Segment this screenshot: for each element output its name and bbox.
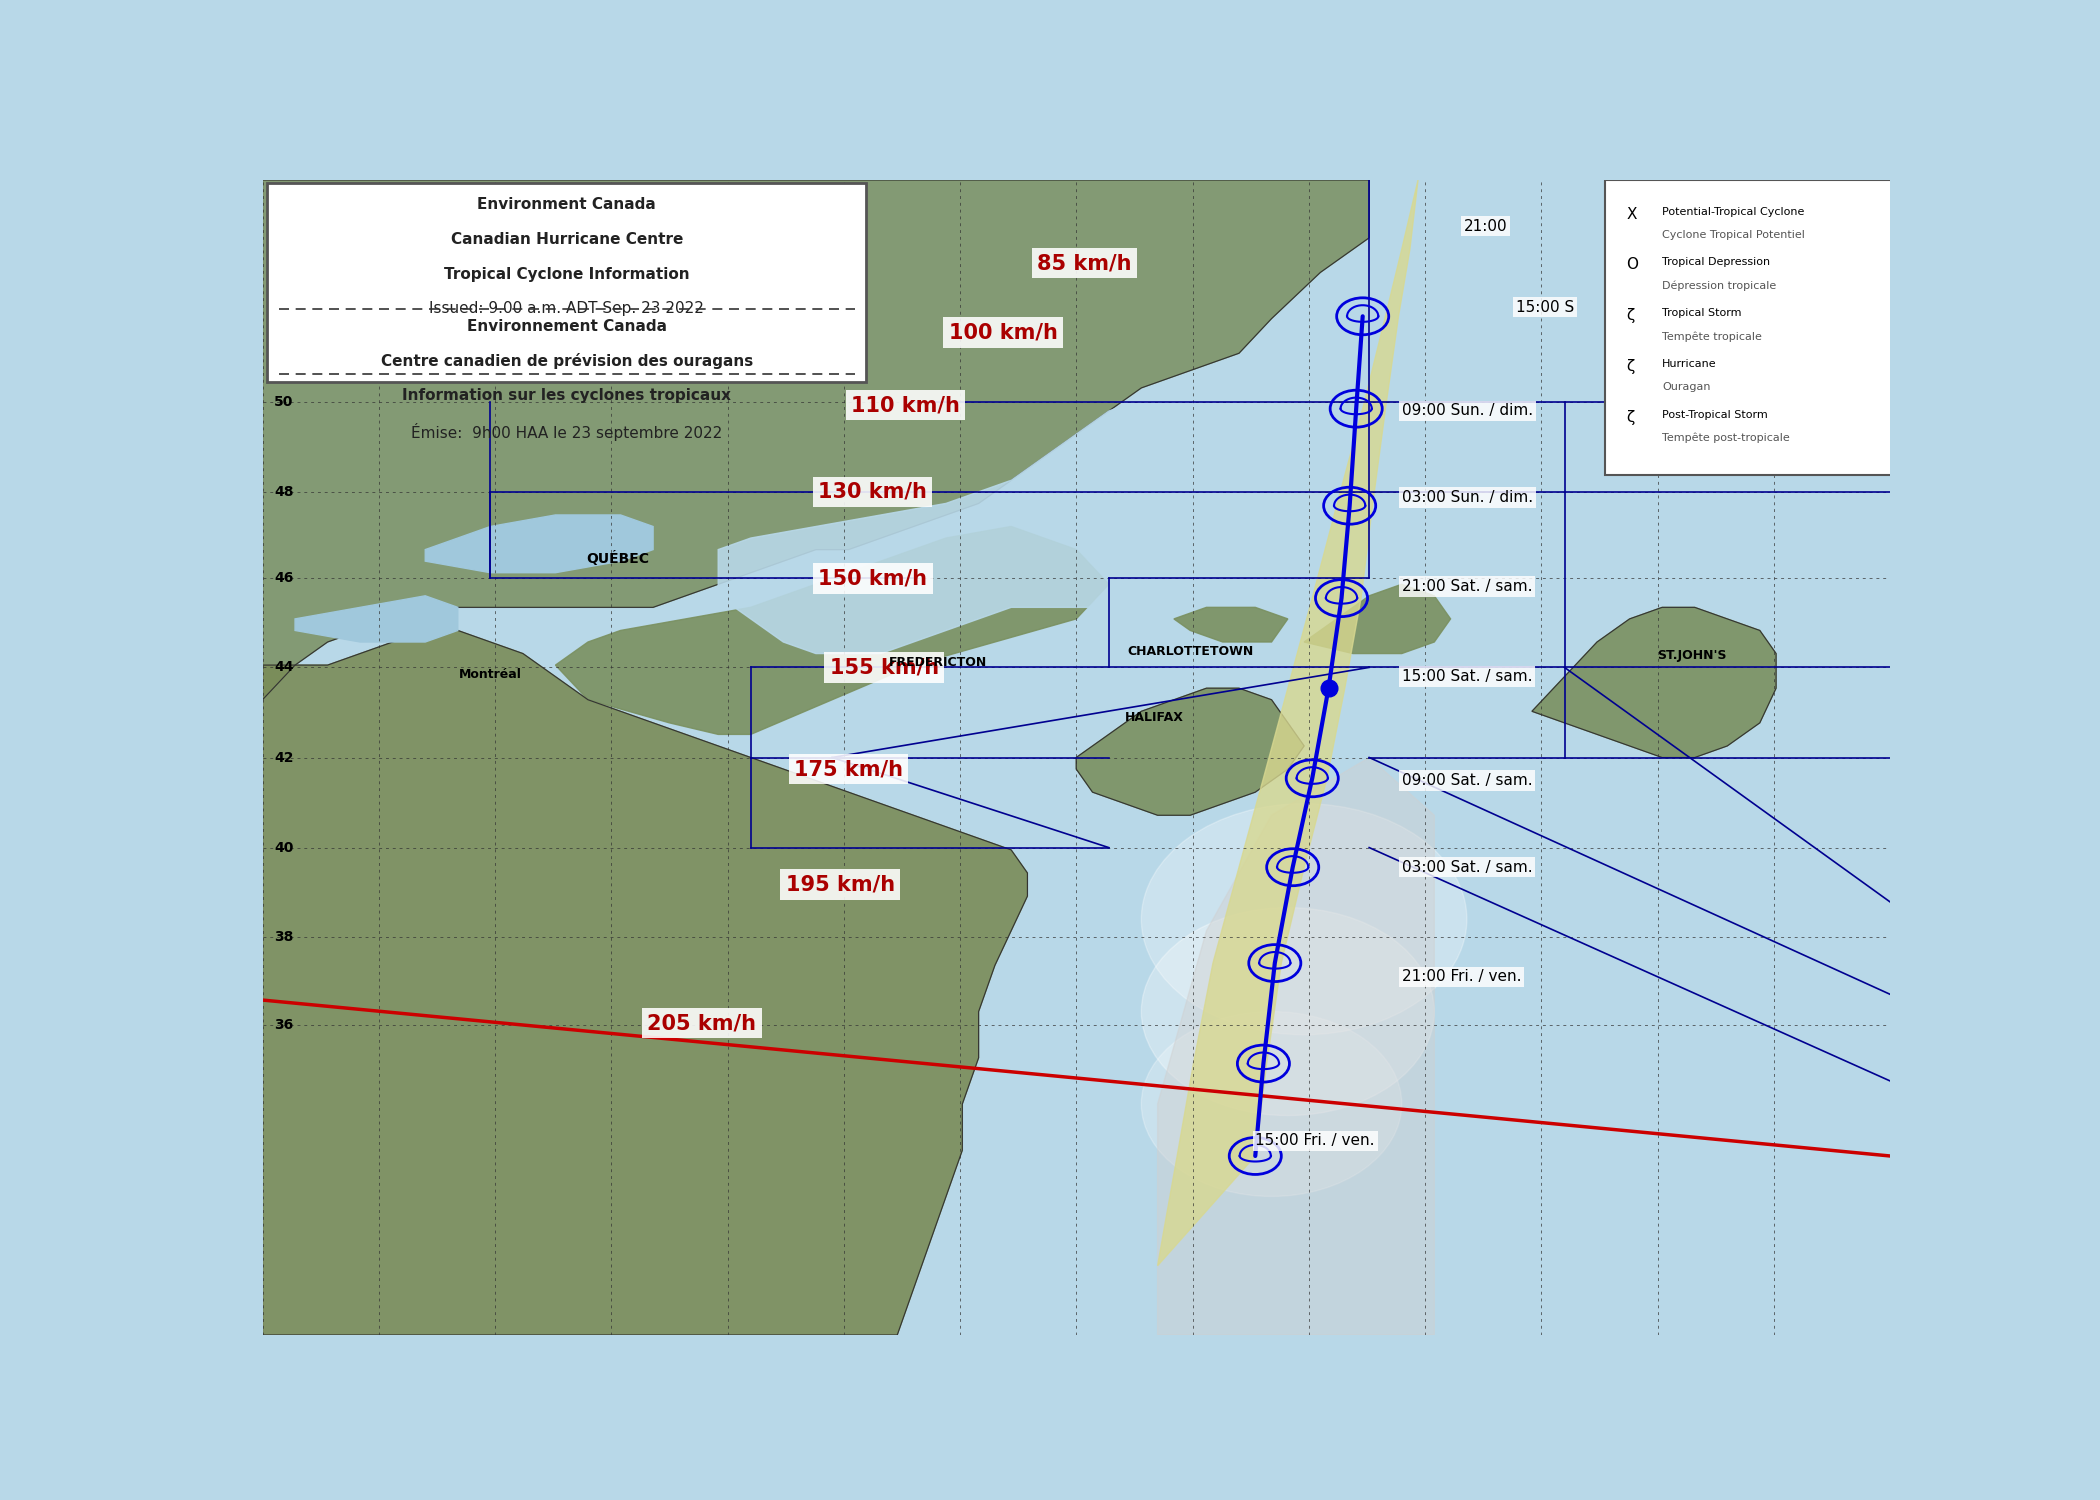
Text: 205 km/h: 205 km/h (647, 1013, 756, 1034)
Text: ζ: ζ (1625, 358, 1634, 374)
Text: Canadian Hurricane Centre: Canadian Hurricane Centre (452, 232, 682, 248)
Text: Cyclone Tropical Potentiel: Cyclone Tropical Potentiel (1663, 230, 1806, 240)
Text: 15:00 Sat. / sam.: 15:00 Sat. / sam. (1403, 669, 1533, 684)
Text: X: X (1625, 207, 1636, 222)
Text: 175 km/h: 175 km/h (794, 759, 903, 778)
Text: 15:00 Fri. / ven.: 15:00 Fri. / ven. (1256, 1134, 1376, 1149)
Circle shape (1142, 1011, 1403, 1197)
Polygon shape (1304, 585, 1451, 654)
Text: Tropical Cyclone Information: Tropical Cyclone Information (443, 267, 689, 282)
Text: Centre canadien de prévision des ouragans: Centre canadien de prévision des ouragan… (380, 354, 754, 369)
Polygon shape (262, 630, 1027, 1335)
Text: 36: 36 (273, 1019, 294, 1032)
Text: Environnement Canada: Environnement Canada (466, 318, 668, 333)
Text: 48: 48 (273, 484, 294, 500)
Text: Information sur les cyclones tropicaux: Information sur les cyclones tropicaux (403, 388, 731, 404)
Text: 42: 42 (273, 750, 294, 765)
Polygon shape (554, 526, 1109, 735)
Text: 44: 44 (273, 660, 294, 675)
Text: Ouragan: Ouragan (1663, 382, 1711, 392)
Text: 03:00 Sat. / sam.: 03:00 Sat. / sam. (1403, 859, 1533, 874)
Text: Tempête tropicale: Tempête tropicale (1663, 332, 1762, 342)
Polygon shape (718, 388, 1304, 654)
Text: 46: 46 (273, 572, 294, 585)
Text: Hurricane: Hurricane (1663, 358, 1718, 369)
Text: 21:00 Fri. / ven.: 21:00 Fri. / ven. (1403, 969, 1520, 984)
Text: 15:00 S: 15:00 S (1516, 300, 1573, 315)
Text: 50: 50 (273, 394, 294, 410)
Text: 21:00 Sat. / sam.: 21:00 Sat. / sam. (1403, 579, 1533, 594)
Text: Émise:  9h00 HAA le 23 septembre 2022: Émise: 9h00 HAA le 23 septembre 2022 (412, 423, 722, 441)
Text: Tropical Depression: Tropical Depression (1663, 258, 1770, 267)
Text: 09:00 Sun. / dim.: 09:00 Sun. / dim. (1403, 404, 1533, 418)
Text: ζ: ζ (1625, 410, 1634, 424)
Text: 03:00 Sun. / dim.: 03:00 Sun. / dim. (1403, 490, 1533, 506)
Text: Dépression tropicale: Dépression tropicale (1663, 280, 1777, 291)
Text: Environment Canada: Environment Canada (477, 198, 655, 213)
Polygon shape (424, 514, 653, 573)
Polygon shape (1157, 758, 1434, 1335)
Text: Montréal: Montréal (460, 668, 521, 681)
Text: 110 km/h: 110 km/h (850, 394, 960, 416)
Polygon shape (262, 180, 1369, 699)
Text: 195 km/h: 195 km/h (785, 874, 895, 894)
Polygon shape (1157, 180, 1418, 1266)
Text: 130 km/h: 130 km/h (819, 482, 928, 502)
Text: HALIFAX: HALIFAX (1126, 711, 1184, 723)
FancyBboxPatch shape (267, 183, 867, 382)
Text: 155 km/h: 155 km/h (830, 657, 939, 678)
Text: 85 km/h: 85 km/h (1037, 254, 1132, 273)
Text: Issued: 9.00 a.m. ADT Sep. 23 2022: Issued: 9.00 a.m. ADT Sep. 23 2022 (428, 302, 704, 316)
Text: 100 km/h: 100 km/h (949, 322, 1058, 342)
Text: Tempête post-tropicale: Tempête post-tropicale (1663, 433, 1789, 444)
Text: 21:00: 21:00 (1464, 219, 1508, 234)
Circle shape (1142, 908, 1434, 1116)
FancyBboxPatch shape (1604, 180, 1894, 474)
Polygon shape (294, 596, 458, 642)
Text: QUÉBEC: QUÉBEC (586, 552, 649, 567)
Polygon shape (1075, 688, 1304, 816)
Text: 40: 40 (273, 840, 294, 855)
Text: CHARLOTTETOWN: CHARLOTTETOWN (1128, 645, 1254, 657)
Text: Potential-Tropical Cyclone: Potential-Tropical Cyclone (1663, 207, 1804, 216)
Text: 09:00 Sat. / sam.: 09:00 Sat. / sam. (1403, 772, 1533, 788)
Circle shape (1142, 804, 1466, 1035)
Text: 150 km/h: 150 km/h (819, 568, 928, 588)
Polygon shape (1174, 608, 1287, 642)
Text: Post-Tropical Storm: Post-Tropical Storm (1663, 410, 1768, 420)
Text: ST.JOHN'S: ST.JOHN'S (1657, 650, 1726, 663)
Polygon shape (1533, 608, 1777, 758)
Text: O: O (1625, 258, 1638, 273)
Text: 38: 38 (273, 930, 294, 944)
Text: FREDERICTON: FREDERICTON (888, 657, 987, 669)
Text: Tropical Storm: Tropical Storm (1663, 308, 1741, 318)
Text: ζ: ζ (1625, 308, 1634, 322)
